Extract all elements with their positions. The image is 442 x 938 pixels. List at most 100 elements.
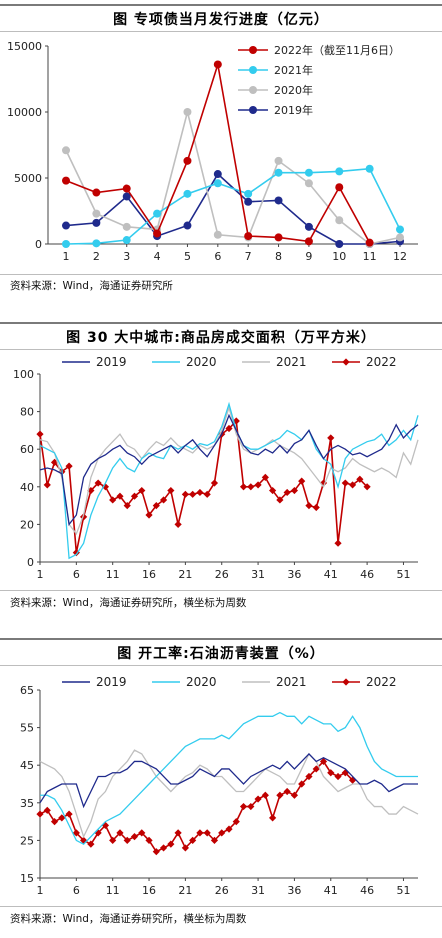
data-point bbox=[62, 221, 70, 230]
data-point bbox=[92, 239, 101, 248]
x-tick-label: 1 bbox=[37, 568, 44, 581]
series-line bbox=[39, 760, 354, 853]
data-point bbox=[189, 490, 197, 498]
chart-title: 图 30 大中城市:商品房成交面积（万平方米） bbox=[0, 322, 442, 350]
data-point bbox=[65, 462, 73, 470]
y-tick-label: 45 bbox=[20, 759, 34, 772]
data-point bbox=[304, 237, 313, 246]
data-point bbox=[183, 189, 192, 198]
x-tick-label: 16 bbox=[142, 884, 156, 897]
data-point bbox=[276, 496, 284, 504]
y-tick-label: 0 bbox=[35, 238, 42, 251]
data-point bbox=[319, 757, 328, 766]
y-tick-label: 100 bbox=[13, 368, 34, 381]
series-2020 bbox=[39, 401, 419, 560]
data-point bbox=[304, 179, 313, 188]
data-point bbox=[183, 221, 192, 230]
data-point bbox=[269, 814, 277, 822]
data-point bbox=[153, 209, 162, 218]
x-tick-label: 36 bbox=[287, 884, 301, 897]
panel-bond-issuance: 图 专项债当月发行进度（亿元） 0 5000 10000 15000 1 2 3 4 5 6 7 8 9… bbox=[0, 0, 442, 305]
series-line bbox=[40, 711, 418, 845]
x-tick-label: 11 bbox=[363, 250, 377, 263]
x-tick-label: 31 bbox=[251, 884, 265, 897]
data-point bbox=[213, 60, 222, 69]
legend-label: 2021年 bbox=[274, 63, 313, 77]
data-point bbox=[274, 196, 283, 205]
x-tick-label: 2 bbox=[93, 250, 100, 263]
series-line bbox=[65, 64, 371, 244]
legend-label: 2019年 bbox=[274, 103, 313, 117]
data-point bbox=[274, 168, 283, 177]
data-point bbox=[274, 156, 283, 165]
data-point bbox=[138, 829, 146, 837]
series-2021 bbox=[39, 405, 419, 536]
data-point bbox=[43, 806, 51, 814]
data-point bbox=[72, 829, 80, 837]
data-point bbox=[304, 222, 313, 231]
x-tick-label: 41 bbox=[324, 884, 338, 897]
data-point bbox=[244, 189, 253, 198]
x-tick-label: 46 bbox=[360, 568, 374, 581]
data-point bbox=[334, 772, 342, 781]
legend-label: 2020年 bbox=[274, 83, 313, 97]
data-point bbox=[341, 479, 349, 487]
x-tick-label: 21 bbox=[178, 568, 192, 581]
x-tick-label: 7 bbox=[245, 250, 252, 263]
data-point bbox=[116, 829, 124, 837]
legend-marker bbox=[342, 678, 350, 686]
data-point bbox=[304, 168, 313, 177]
x-tick-label: 8 bbox=[275, 250, 282, 263]
data-point bbox=[213, 230, 222, 239]
x-tick-label: 46 bbox=[360, 884, 374, 897]
data-point bbox=[356, 475, 364, 483]
data-point bbox=[65, 810, 73, 818]
source-note: 资料来源：Wind，海通证券研究所，横坐标为周数 bbox=[10, 597, 247, 609]
x-tick-label: 9 bbox=[305, 250, 312, 263]
y-tick-label: 10000 bbox=[7, 106, 42, 119]
data-point bbox=[138, 486, 146, 495]
legend-marker bbox=[342, 358, 350, 366]
data-point bbox=[159, 844, 168, 852]
x-tick-label: 31 bbox=[251, 568, 265, 581]
data-point bbox=[183, 108, 192, 116]
series-2022 bbox=[36, 417, 371, 557]
x-tick-label: 6 bbox=[73, 884, 80, 897]
legend-label: 2021 bbox=[276, 355, 307, 369]
data-point bbox=[62, 240, 70, 248]
data-point bbox=[116, 492, 124, 500]
y-tick-label: 65 bbox=[20, 684, 34, 697]
data-point bbox=[298, 780, 306, 788]
data-point bbox=[122, 184, 131, 193]
y-tick-label: 40 bbox=[20, 481, 34, 494]
data-point bbox=[261, 473, 269, 481]
x-tick-label: 6 bbox=[214, 250, 221, 263]
y-tick-label: 80 bbox=[20, 406, 34, 419]
legend-marker bbox=[249, 106, 257, 114]
data-point bbox=[152, 848, 160, 856]
x-tick-label: 1 bbox=[37, 884, 44, 897]
legend-label: 2022 bbox=[366, 355, 397, 369]
x-tick-label: 6 bbox=[73, 568, 80, 581]
data-point bbox=[122, 236, 131, 245]
x-tick-label: 10 bbox=[332, 250, 346, 263]
data-point bbox=[283, 488, 291, 497]
legend-label: 2020 bbox=[186, 355, 217, 369]
series-line bbox=[39, 401, 419, 560]
data-point bbox=[396, 225, 404, 234]
data-point bbox=[92, 209, 101, 218]
data-point bbox=[225, 825, 233, 833]
legend-marker bbox=[249, 46, 257, 54]
data-point bbox=[167, 486, 175, 495]
y-tick-label: 55 bbox=[20, 722, 34, 735]
data-point bbox=[341, 769, 349, 777]
series-line bbox=[39, 419, 368, 553]
x-tick-label: 36 bbox=[287, 568, 301, 581]
data-point bbox=[261, 791, 269, 799]
x-tick-label: 21 bbox=[178, 884, 192, 897]
series-line bbox=[65, 172, 401, 245]
data-point bbox=[203, 829, 211, 837]
series-2022年（截至11月6日） bbox=[62, 60, 374, 247]
data-point bbox=[239, 483, 248, 491]
data-point bbox=[239, 802, 248, 811]
